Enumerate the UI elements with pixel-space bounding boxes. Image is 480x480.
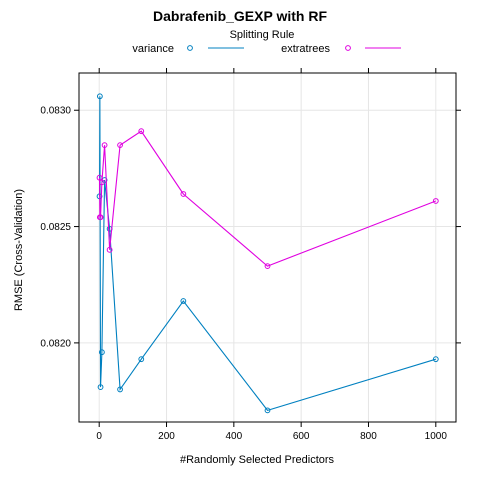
legend: variance extratrees [132,43,401,55]
legend-title: Splitting Rule [230,29,295,41]
data-point-extratrees [101,142,108,149]
data-point-extratrees [264,263,271,270]
chart-title: Dabrafenib_GEXP with RF [153,8,327,24]
x-tick-label: 0 [96,431,102,442]
legend-label-variance: variance [132,43,174,55]
x-tick-label: 1000 [425,431,448,442]
x-tick-label: 400 [225,431,242,442]
series-layer [96,93,439,414]
x-tick-label: 600 [293,431,310,442]
data-point-variance [138,356,145,363]
data-point-extratrees [97,214,104,221]
data-point-variance [180,298,187,304]
y-axis-label: RMSE (Cross-Validation) [13,189,25,311]
data-point-extratrees [117,142,123,149]
x-tick-label: 800 [360,431,377,442]
data-point-extratrees [96,174,103,181]
data-point-extratrees [138,128,145,135]
data-point-extratrees [432,198,439,204]
x-tick-label: 200 [158,431,175,442]
series-line-variance [98,96,436,412]
y-tick-label: 0.0830 [40,106,71,117]
data-point-extratrees [98,179,105,186]
data-point-variance [97,384,104,391]
gridlines [79,73,456,422]
y-tick-label: 0.0820 [40,338,71,349]
legend-point-extratrees [345,45,351,51]
x-axis-label: #Randomly Selected Predictors [180,454,335,466]
data-point-extratrees [106,246,113,253]
data-point-variance [98,349,105,356]
legend-point-variance [187,45,193,51]
data-point-variance [264,407,271,414]
legend-label-extratrees: extratrees [281,43,330,55]
series-line-extratrees [98,130,436,267]
data-point-variance [96,93,103,100]
data-point-variance [117,386,123,393]
plot-frame [78,72,457,423]
y-tick-label: 0.0825 [40,222,71,233]
axes: 0 200 400 600 800 1000 0.0820 0.0825 0.0830 [40,68,461,442]
data-point-extratrees [180,191,187,197]
data-point-variance [432,356,439,363]
